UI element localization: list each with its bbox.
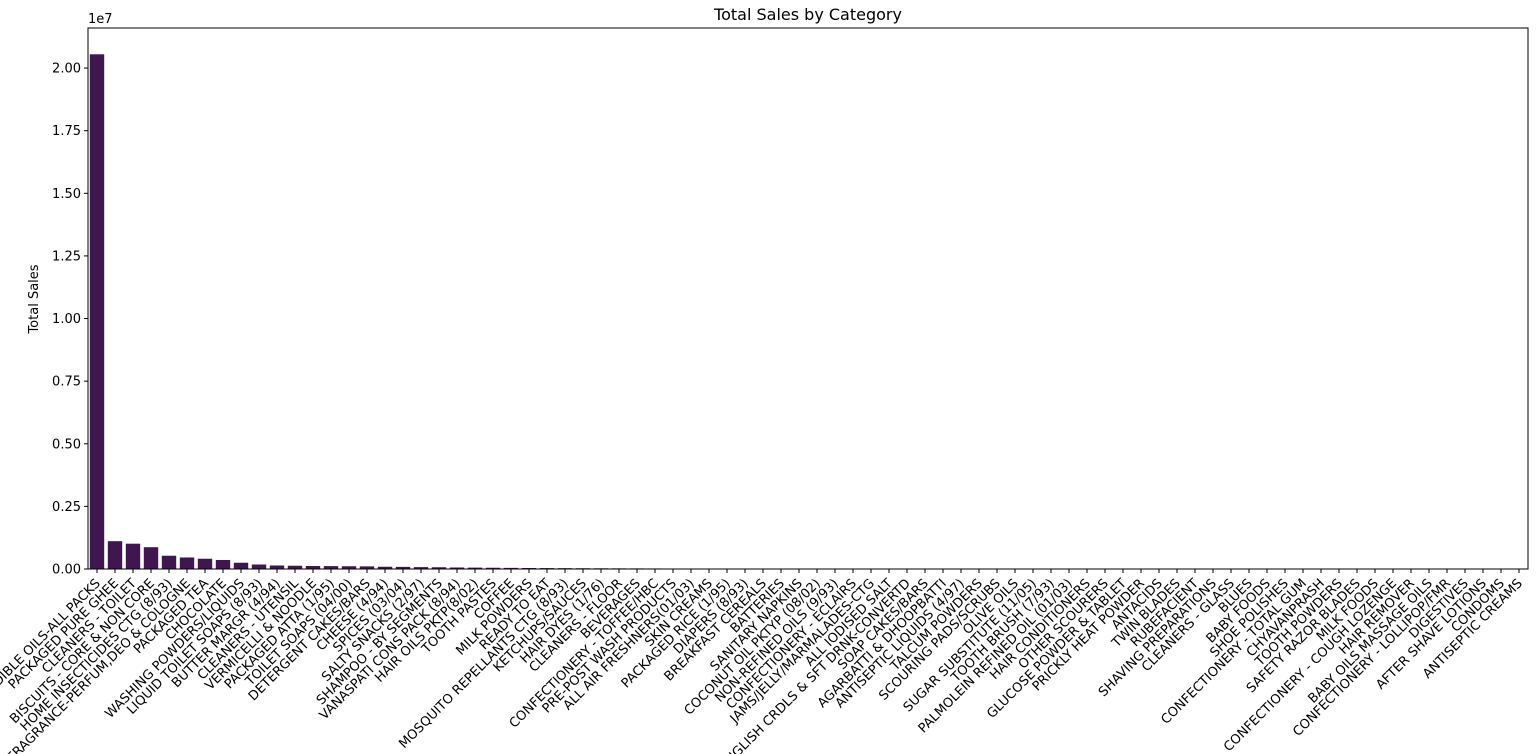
bar xyxy=(233,562,249,569)
bar xyxy=(179,557,195,569)
y-tick-label: 1.50 xyxy=(52,187,81,202)
bar xyxy=(89,54,105,570)
bar xyxy=(323,566,339,569)
y-tick-label: 0.75 xyxy=(52,375,81,390)
y-axis: 0.00 0.25 0.50 0.75 1.00 1.25 1.50 1.75 2.00 xyxy=(52,62,88,578)
bar xyxy=(359,566,375,569)
bar xyxy=(467,567,483,569)
bar xyxy=(413,567,429,569)
bar xyxy=(269,565,285,569)
bar xyxy=(341,566,357,569)
y-tick-label: 0.00 xyxy=(52,563,81,578)
bar xyxy=(485,567,501,569)
y-axis-offset-label: 1e7 xyxy=(88,12,113,27)
y-tick-label: 0.50 xyxy=(52,437,81,452)
bar xyxy=(503,567,519,569)
bar xyxy=(125,543,141,569)
bar xyxy=(449,567,465,569)
bar xyxy=(161,555,177,569)
bar xyxy=(395,566,411,569)
bar xyxy=(143,547,159,569)
bar xyxy=(215,559,231,569)
bar xyxy=(287,565,303,569)
y-tick-label: 0.25 xyxy=(52,500,81,515)
y-tick-label: 1.75 xyxy=(52,124,81,139)
bar xyxy=(251,564,267,569)
bar xyxy=(197,558,213,569)
bar xyxy=(431,567,447,569)
plot-frame xyxy=(87,27,1529,570)
bar xyxy=(305,565,321,569)
chart-title: Total Sales by Category xyxy=(713,5,902,24)
bar xyxy=(377,566,393,569)
y-axis-label: Total Sales xyxy=(27,264,42,334)
y-tick-label: 1.00 xyxy=(52,312,81,327)
bar xyxy=(107,541,123,569)
bars-group xyxy=(89,54,1491,570)
y-tick-label: 1.25 xyxy=(52,249,81,264)
y-tick-label: 2.00 xyxy=(52,62,81,77)
